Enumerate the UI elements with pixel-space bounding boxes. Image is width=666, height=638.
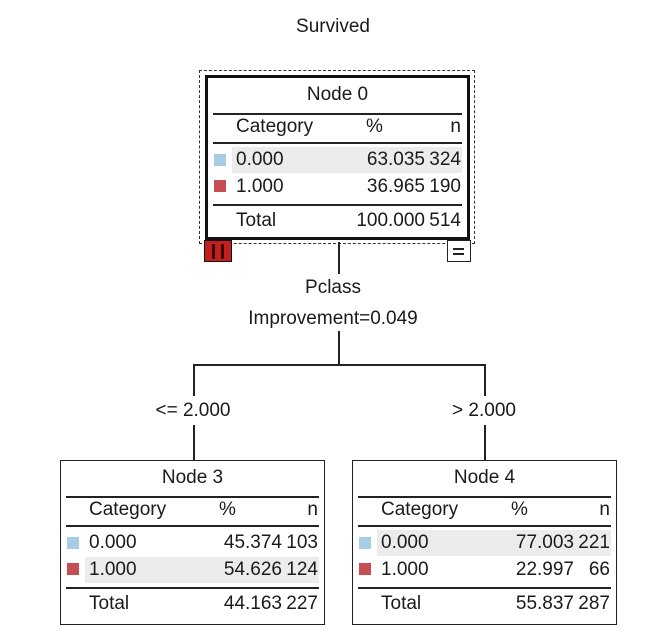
node-title: Node 4 [453, 467, 516, 488]
collapse-icon[interactable] [447, 240, 471, 262]
row-n: 103 [286, 532, 318, 553]
row-highlight [377, 530, 611, 556]
row-percent: 54.626 [223, 559, 282, 580]
category-1-swatch [214, 180, 226, 192]
left-branch-label: <= 2.000 [155, 400, 231, 421]
header-percent: % [219, 499, 236, 520]
node-title: Node 0 [306, 84, 369, 105]
header-n: n [307, 499, 318, 520]
total-n: 514 [429, 210, 461, 231]
node-header-rule [213, 142, 462, 144]
connector-line [193, 364, 485, 366]
node-total-rule [358, 587, 611, 589]
header-category: Category [381, 499, 459, 520]
node-title: Node 3 [161, 467, 224, 488]
row-n: 324 [429, 149, 461, 170]
row-percent: 77.003 [515, 532, 574, 553]
row-category: 1.000 [89, 559, 137, 580]
tree-node-3[interactable]: Node 3 Category % n 0.000 45.374 103 1.0… [60, 460, 325, 625]
right-branch-label: > 2.000 [452, 400, 516, 421]
connector-line [484, 364, 486, 396]
category-1-swatch [359, 563, 371, 575]
header-category: Category [89, 499, 167, 520]
header-category: Category [236, 116, 314, 137]
row-category: 0.000 [236, 149, 284, 170]
dependent-variable-title: Survived [296, 16, 370, 37]
header-n: n [599, 499, 610, 520]
category-0-swatch [214, 154, 226, 166]
node-title-rule [66, 496, 319, 498]
node-total-rule [66, 587, 319, 589]
total-label: Total [381, 593, 422, 614]
total-percent: 100.000 [356, 210, 425, 231]
row-n: 124 [286, 559, 318, 580]
node-selection-frame [199, 70, 475, 244]
total-label: Total [236, 210, 277, 231]
row-n: 190 [429, 176, 461, 197]
row-n: 66 [588, 559, 610, 580]
category-0-swatch [359, 537, 371, 549]
category-0-swatch [67, 537, 79, 549]
row-highlight [232, 147, 462, 173]
row-highlight [85, 557, 319, 583]
node-header-rule [358, 525, 611, 527]
connector-line [338, 331, 340, 365]
node-header-rule [66, 525, 319, 527]
row-percent: 22.997 [515, 559, 574, 580]
total-label: Total [89, 593, 130, 614]
expand-icon[interactable] [204, 240, 232, 262]
row-category: 0.000 [89, 532, 137, 553]
row-percent: 63.035 [366, 149, 425, 170]
header-percent: % [366, 116, 383, 137]
row-percent: 45.374 [223, 532, 282, 553]
connector-line [193, 364, 195, 396]
node-title-rule [358, 496, 611, 498]
row-n: 221 [578, 532, 610, 553]
row-category: 1.000 [236, 176, 284, 197]
connector-line [193, 425, 195, 460]
header-percent: % [511, 499, 528, 520]
split-variable: Pclass [305, 277, 361, 298]
node-total-rule [213, 204, 462, 206]
total-n: 287 [578, 593, 610, 614]
total-percent: 55.837 [515, 593, 574, 614]
tree-node-0[interactable]: Node 0 Category % n 0.000 63.035 324 1.0… [205, 75, 470, 240]
connector-line [338, 242, 340, 274]
category-1-swatch [67, 563, 79, 575]
node-title-rule [213, 113, 462, 115]
tree-node-4[interactable]: Node 4 Category % n 0.000 77.003 221 1.0… [352, 460, 617, 625]
total-n: 227 [286, 593, 318, 614]
row-percent: 36.965 [366, 176, 425, 197]
total-percent: 44.163 [223, 593, 282, 614]
header-n: n [450, 116, 461, 137]
split-improvement: Improvement=0.049 [248, 308, 418, 329]
connector-line [484, 425, 486, 460]
row-category: 0.000 [381, 532, 429, 553]
row-category: 1.000 [381, 559, 429, 580]
